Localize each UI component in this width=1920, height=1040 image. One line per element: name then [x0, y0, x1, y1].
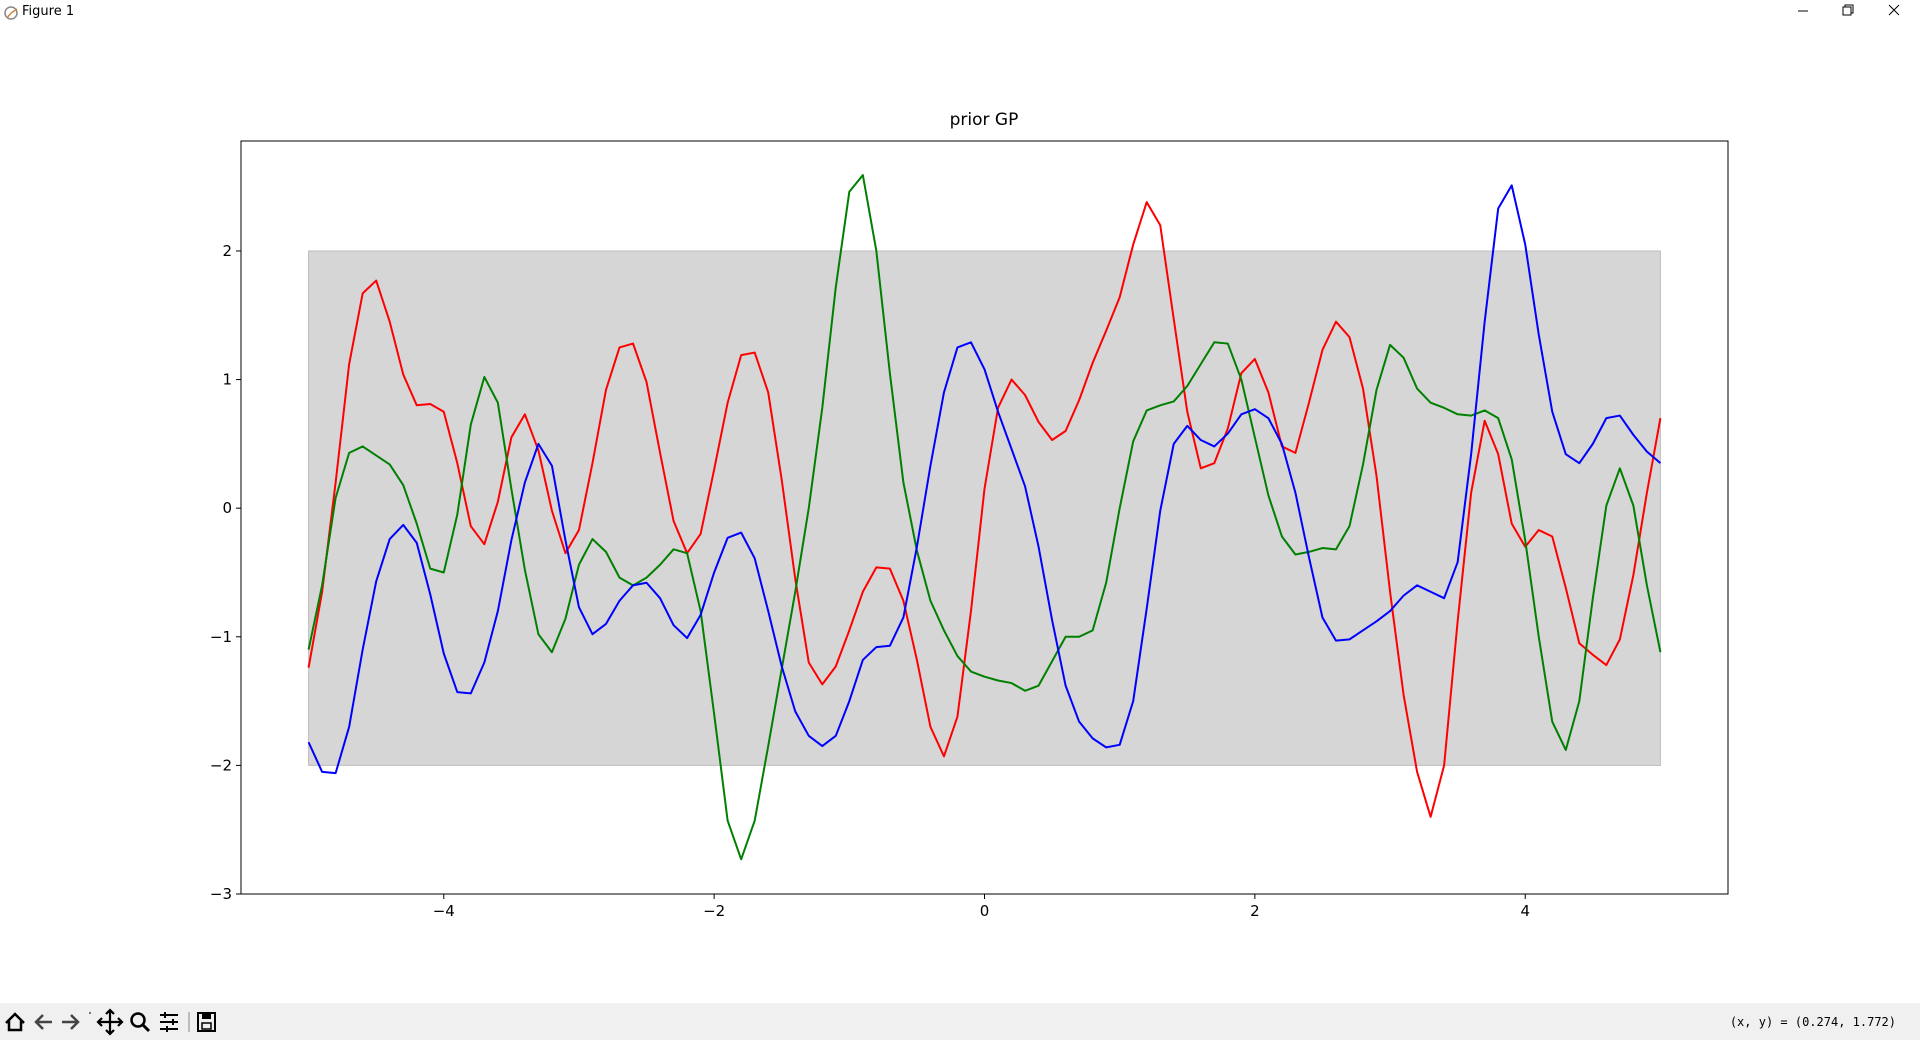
title-bar: Figure 1: [0, 0, 1920, 26]
x-tick-label: 0: [980, 902, 990, 920]
window-controls: [1798, 4, 1900, 16]
y-tick-label: 1: [222, 371, 232, 389]
configure-button[interactable]: [160, 1012, 178, 1032]
series-line: [307, 184, 1662, 775]
confidence-band: [308, 250, 1661, 766]
forward-button[interactable]: [62, 1014, 80, 1030]
status-text: (x, y) = (0.274, 1.772): [1729, 1015, 1896, 1029]
save-button[interactable]: [197, 1012, 216, 1032]
y-tick-label: −2: [210, 756, 232, 774]
x-tick-label: 2: [1250, 902, 1260, 920]
app-icon: [4, 6, 18, 20]
back-button[interactable]: [34, 1014, 52, 1030]
x-tick-label: −4: [433, 902, 455, 920]
y-tick-label: −1: [210, 628, 232, 646]
series-line: [307, 201, 1662, 818]
pan-button[interactable]: [96, 1008, 124, 1036]
y-tick-label: 2: [222, 242, 232, 260]
series-line: [307, 174, 1662, 861]
close-button[interactable]: [1888, 4, 1900, 16]
toolbar: (x, y) = (0.274, 1.772): [0, 1003, 1920, 1040]
home-button[interactable]: [5, 1012, 25, 1032]
chart-title: prior GP: [950, 110, 1019, 130]
toolbar-icons: [5, 1008, 216, 1036]
restore-button[interactable]: [1842, 4, 1854, 16]
zoom-button[interactable]: [130, 1012, 151, 1033]
x-tick-label: 4: [1520, 902, 1530, 920]
chart: prior GP −4 −2 0 2 4 −3 −2 −1 0 1 2: [210, 110, 1729, 920]
y-tick-label: 0: [222, 499, 232, 517]
x-tick-label: −2: [703, 902, 725, 920]
window-title: Figure 1: [22, 4, 75, 19]
y-tick-label: −3: [210, 885, 232, 903]
